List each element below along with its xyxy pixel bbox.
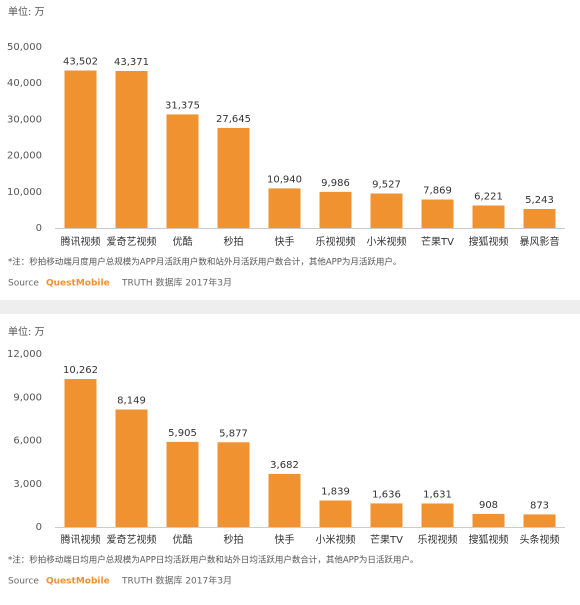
source-text: TRUTH 数据库 2017年3月 <box>121 277 232 289</box>
value-label: 27,645 <box>216 114 251 125</box>
value-label: 9,986 <box>321 178 350 189</box>
bar <box>64 379 97 527</box>
x-tick-label: 小米视频 <box>316 533 356 546</box>
x-tick-label: 爱奇艺视频 <box>107 533 157 546</box>
y-tick-label: 20,000 <box>7 151 42 162</box>
bar <box>115 70 148 228</box>
y-tick-label: 3,000 <box>13 479 42 490</box>
x-tick-label: 腾讯视频 <box>61 533 101 546</box>
y-tick-label: 9,000 <box>13 392 42 403</box>
value-label: 5,243 <box>525 195 554 206</box>
bar <box>523 209 556 228</box>
value-label: 31,375 <box>165 100 200 111</box>
source-label: Source <box>8 279 39 289</box>
x-tick-label: 优酷 <box>173 533 193 546</box>
source-text: TRUTH 数据库 2017年3月 <box>121 575 232 587</box>
value-label: 10,940 <box>267 174 302 185</box>
x-tick-label: 搜狐视频 <box>469 235 509 248</box>
x-tick-label: 小米视频 <box>367 235 407 248</box>
y-tick-label: 12,000 <box>7 349 42 360</box>
x-tick-label: 芒果TV <box>421 235 454 248</box>
x-tick-label: 头条视频 <box>520 533 560 546</box>
unit-label: 单位: 万 <box>8 5 45 18</box>
x-tick-label: 秒拍 <box>224 533 244 546</box>
bar <box>217 127 250 228</box>
value-label: 7,869 <box>423 186 452 197</box>
bar <box>166 114 199 228</box>
bar <box>370 193 403 228</box>
x-tick-label: 爱奇艺视频 <box>107 235 157 248</box>
y-tick-label: 50,000 <box>7 42 42 53</box>
source-brand: QuestMobile <box>46 279 110 289</box>
bar <box>421 199 454 228</box>
x-tick-label: 快手 <box>275 533 295 546</box>
value-label: 5,905 <box>168 428 197 439</box>
bar <box>166 441 199 527</box>
bar <box>115 409 148 527</box>
bar <box>421 503 454 527</box>
y-tick-label: 10,000 <box>7 187 42 198</box>
value-label: 1,839 <box>321 486 350 497</box>
value-label: 8,149 <box>117 396 146 407</box>
y-tick-label: 40,000 <box>7 78 42 89</box>
bar <box>319 191 352 228</box>
note: *注：秒拍移动端日均用户总规模为APP日均活跃用户数和站外日均活跃用户数合计，其… <box>8 555 418 566</box>
x-tick-label: 乐视视频 <box>316 235 356 248</box>
bar <box>268 473 301 527</box>
x-tick-label: 优酷 <box>173 235 193 248</box>
value-label: 6,221 <box>474 191 503 202</box>
bar <box>523 514 556 527</box>
x-tick-label: 暴风影音 <box>520 235 560 248</box>
value-label: 9,527 <box>372 180 401 191</box>
x-tick-label: 乐视视频 <box>418 533 458 546</box>
value-label: 3,682 <box>270 460 299 471</box>
bar <box>64 70 97 228</box>
value-label: 10,262 <box>63 365 98 376</box>
value-label: 1,631 <box>423 489 452 500</box>
value-label: 43,371 <box>114 57 149 68</box>
separator <box>0 300 580 314</box>
value-label: 908 <box>479 500 498 511</box>
value-label: 43,502 <box>63 57 98 68</box>
note: *注：秒拍移动端月度用户总规模为APP月活跃用户数和站外月活跃用户数合计，其他A… <box>8 257 401 268</box>
value-label: 873 <box>530 500 549 511</box>
x-tick-label: 搜狐视频 <box>469 533 509 546</box>
x-tick-label: 芒果TV <box>370 533 403 546</box>
value-label: 5,877 <box>219 428 248 439</box>
x-tick-label: 快手 <box>275 235 295 248</box>
bar <box>268 188 301 228</box>
value-label: 1,636 <box>372 489 401 500</box>
x-tick-label: 腾讯视频 <box>61 235 101 248</box>
y-tick-label: 0 <box>36 223 42 234</box>
y-tick-label: 30,000 <box>7 114 42 125</box>
bar <box>472 205 505 228</box>
source-label: Source <box>8 577 39 587</box>
bar <box>370 503 403 527</box>
source-brand: QuestMobile <box>46 577 110 587</box>
bar <box>472 513 505 527</box>
x-tick-label: 秒拍 <box>224 235 244 248</box>
unit-label: 单位: 万 <box>8 325 45 338</box>
bar <box>217 442 250 527</box>
bar <box>319 500 352 527</box>
y-tick-label: 6,000 <box>13 436 42 447</box>
y-tick-label: 0 <box>36 522 42 533</box>
